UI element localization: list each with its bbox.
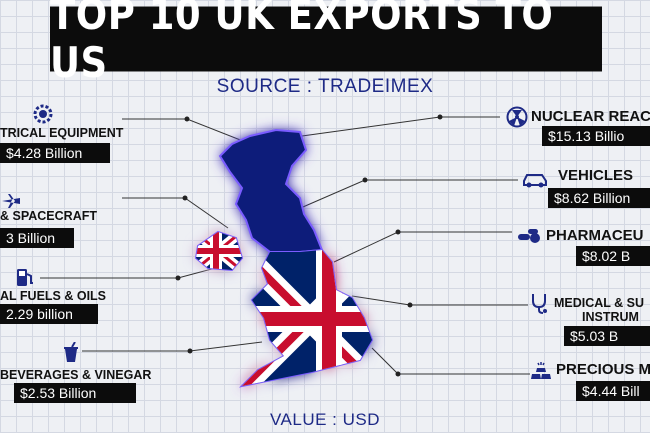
value-label: 2.29 billion [0,304,98,324]
drink-cup-icon [64,342,78,362]
union-flag-northern-ireland [196,232,242,270]
category-label: VEHICLES [558,167,634,184]
value-label: $8.62 Billion [548,188,650,208]
category-label: PHARMACEU [546,227,644,244]
unit-note: VALUE : USD [269,410,381,429]
page-title: TOP 10 UK EXPORTS TO US [50,0,602,87]
value-label: $4.28 Billion [0,143,110,163]
car-icon [523,174,547,188]
value-label: 3 Billion [0,228,74,248]
category-label: AL FUELS & OILS [0,289,107,303]
category-label-line2: INSTRUM [582,310,639,324]
value-label: $5.03 B [564,326,650,346]
value-label: $2.53 Billion [14,383,136,403]
category-label: PRECIOUS M [556,361,650,378]
scotland-shape [218,128,324,253]
value-label: $4.44 Bill [576,381,650,401]
value-label: $15.13 Billio [542,126,650,146]
fuel-pump-icon [17,269,33,286]
airplane-icon [2,194,20,208]
category-label: MEDICAL & SU [554,296,645,310]
category-label: BEVERAGES & VINEGAR [0,368,152,382]
gear-icon [33,104,53,124]
category-label: TRICAL EQUIPMENT [0,126,124,140]
gold-bars-icon [531,362,551,379]
union-flag-england [242,250,372,386]
value-label: $8.02 B [576,246,650,266]
atom-icon [506,106,528,128]
source-note: SOURCE : TRADEIMEX [216,76,434,97]
category-label: & SPACECRAFT [0,209,97,223]
category-label: NUCLEAR REAC [531,108,650,125]
pills-icon [518,229,540,243]
stethoscope-icon [532,294,547,314]
